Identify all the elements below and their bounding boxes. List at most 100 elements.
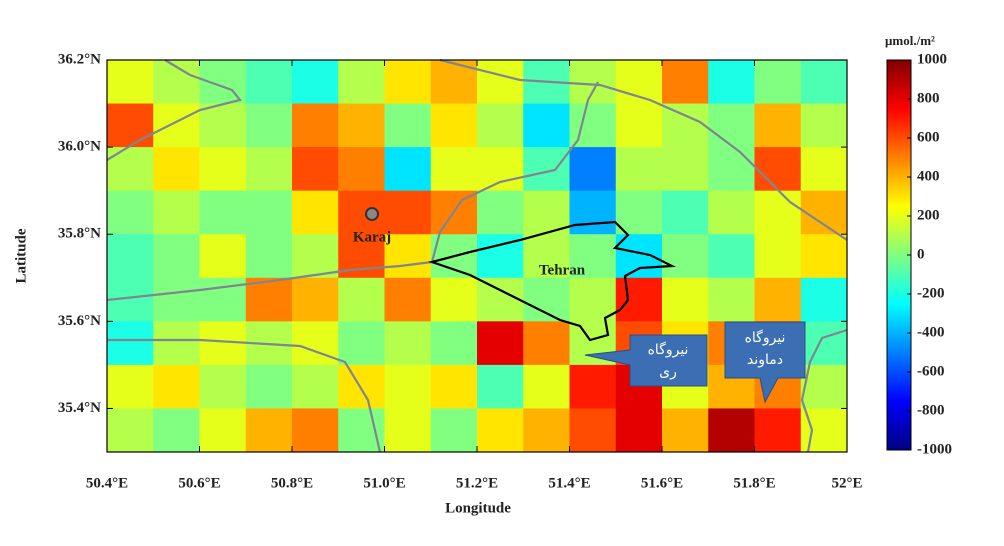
cell — [754, 147, 802, 192]
cell — [708, 147, 755, 192]
cell — [800, 147, 848, 192]
cell — [153, 364, 200, 409]
cell — [477, 277, 524, 322]
cell — [338, 321, 385, 366]
x-tick-label: 51.4°E — [548, 475, 590, 491]
cell — [662, 277, 709, 322]
colorbar-tick-label: -800 — [917, 402, 945, 418]
cell — [199, 234, 247, 279]
cell — [523, 234, 570, 279]
cell — [523, 147, 570, 192]
cell — [430, 147, 478, 192]
cell — [107, 147, 154, 192]
cell — [569, 190, 617, 235]
cell — [245, 60, 293, 105]
colorbar-tick-label: -600 — [917, 363, 945, 379]
cell — [384, 408, 432, 453]
cell — [615, 103, 663, 148]
cell — [662, 234, 709, 279]
cell — [153, 408, 200, 453]
cell — [800, 60, 848, 105]
cell — [245, 234, 293, 279]
cell — [477, 408, 524, 453]
cell — [384, 364, 432, 409]
cell — [430, 364, 478, 409]
callout-text: نیروگاه — [648, 341, 689, 358]
cell — [384, 190, 432, 235]
cell — [338, 364, 385, 409]
cell — [245, 103, 293, 148]
y-tick-label: 36.0°N — [58, 139, 101, 155]
cell — [384, 147, 432, 192]
cell — [800, 321, 848, 366]
karaj-marker — [365, 207, 379, 221]
cell — [754, 234, 802, 279]
boundary — [106, 59, 242, 161]
cell — [153, 103, 200, 148]
cell — [107, 321, 154, 366]
cell — [754, 103, 802, 148]
cell — [245, 364, 293, 409]
cell — [662, 60, 709, 105]
cell — [384, 321, 432, 366]
x-tick-label: 50.8°E — [271, 475, 313, 491]
boundary — [800, 328, 848, 453]
cell — [662, 103, 709, 148]
cell — [199, 147, 247, 192]
cell — [384, 234, 432, 279]
cell — [708, 103, 755, 148]
cell — [430, 408, 478, 453]
cell — [107, 60, 154, 105]
boundary — [107, 338, 382, 453]
colorbar-tick-label: 800 — [917, 90, 940, 106]
cell — [523, 277, 570, 322]
x-tick-label: 51.0°E — [363, 475, 405, 491]
cell — [523, 103, 570, 148]
heatmap — [107, 60, 848, 453]
x-tick-label: 50.6°E — [178, 475, 220, 491]
x-tick-label: 51.8°E — [733, 475, 775, 491]
boundary — [430, 81, 599, 263]
cell — [292, 234, 339, 279]
cell — [569, 234, 617, 279]
cell — [199, 364, 247, 409]
cell — [199, 190, 247, 235]
cell — [615, 277, 663, 322]
boundary — [106, 260, 433, 302]
colorbar: -1000 -800 -600 -400 -200 0 200 400 600 800 1000 — [886, 51, 952, 457]
cell — [569, 147, 617, 192]
cell — [292, 277, 339, 322]
cell — [153, 147, 200, 192]
cell — [384, 103, 432, 148]
cell — [153, 321, 200, 366]
cell — [477, 103, 524, 148]
callout — [724, 321, 806, 404]
cell — [107, 234, 154, 279]
boundary — [439, 58, 848, 241]
cell — [430, 277, 478, 322]
cell — [662, 408, 709, 453]
y-tick-label: 35.4°N — [58, 400, 101, 416]
y-axis-label: Latitude — [13, 228, 29, 283]
cell — [107, 364, 154, 409]
cell — [754, 60, 802, 105]
x-tick-label: 51.6°E — [641, 475, 683, 491]
colorbar-tick-label: 0 — [917, 246, 925, 262]
cell — [800, 277, 848, 322]
cell — [477, 147, 524, 192]
colorbar-tick-label: -1000 — [917, 441, 952, 457]
boundaries — [106, 58, 848, 453]
cell — [800, 103, 848, 148]
cell — [245, 277, 293, 322]
cell — [430, 321, 478, 366]
cell — [292, 103, 339, 148]
cell — [754, 190, 802, 235]
cell — [107, 190, 154, 235]
cell — [662, 190, 709, 235]
cell — [199, 408, 247, 453]
cell — [245, 190, 293, 235]
cell — [708, 277, 755, 322]
cell — [245, 147, 293, 192]
y-tick-label: 35.8°N — [58, 226, 101, 242]
